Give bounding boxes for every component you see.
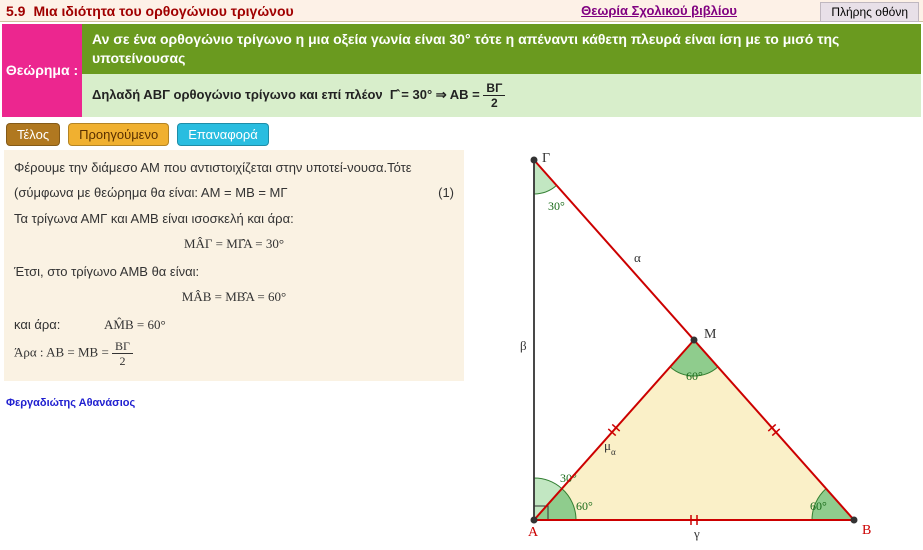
geometry-diagram: 30°30°60°60°60°ΑΒΓΜαβγμα: [464, 150, 923, 550]
proof-panel: Φέρουμε την διάμεσο ΑΜ που αντιστοιχίζετ…: [4, 150, 464, 382]
page-title: Μια ιδιότητα του ορθογώνιου τριγώνου: [33, 3, 293, 19]
theorem-block: Θεώρημα : Αν σε ένα ορθογώνιο τρίγωνο η …: [2, 24, 921, 117]
svg-text:Γ: Γ: [542, 151, 550, 166]
corollary-fraction: ΒΓ 2: [483, 82, 505, 109]
svg-text:60°: 60°: [810, 499, 827, 513]
svg-text:γ: γ: [693, 526, 700, 541]
theorem-corollary: Δηλαδή ΑΒΓ ορθογώνιο τρίγωνο και επί πλέ…: [82, 74, 921, 117]
section-number: 5.9: [6, 3, 25, 19]
svg-text:60°: 60°: [686, 369, 703, 383]
header-bar: 5.9 Μια ιδιότητα του ορθογώνιου τριγώνου…: [0, 0, 923, 22]
button-row: Τέλος Προηγούμενο Επαναφορά: [0, 119, 923, 150]
svg-text:30°: 30°: [548, 199, 565, 213]
svg-text:α: α: [634, 250, 641, 265]
corollary-prefix: Δηλαδή ΑΒΓ ορθογώνιο τρίγωνο και επί πλέ…: [92, 87, 383, 102]
fullscreen-button[interactable]: Πλήρης οθόνη: [820, 2, 919, 22]
proof-line: Τα τρίγωνα ΑΜΓ και ΑΜΒ είναι ισοσκελή κα…: [14, 209, 454, 229]
proof-equation: ΜÂΓ = ΜΓ̂Α = 30°: [14, 234, 454, 254]
proof-line: (σύμφωνα με θεώρημα θα είναι: ΑΜ = ΜΒ = …: [14, 183, 454, 203]
theorem-label: Θεώρημα :: [2, 24, 82, 117]
previous-button[interactable]: Προηγούμενο: [68, 123, 169, 146]
proof-line: Φέρουμε την διάμεσο ΑΜ που αντιστοιχίζετ…: [14, 158, 454, 178]
svg-text:60°: 60°: [576, 499, 593, 513]
reset-button[interactable]: Επαναφορά: [177, 123, 269, 146]
svg-text:β: β: [520, 338, 527, 353]
end-button[interactable]: Τέλος: [6, 123, 60, 146]
svg-text:Α: Α: [528, 525, 539, 540]
book-theory-link[interactable]: Θεωρία Σχολικού βιβλίου: [581, 3, 737, 18]
svg-text:Β: Β: [862, 523, 871, 538]
author-credit: Φεργαδιώτης Αθανάσιος: [6, 397, 464, 409]
theorem-statement: Αν σε ένα ορθογώνιο τρίγωνο η μια οξεία …: [82, 24, 921, 74]
corollary-eq: Γ̂ = 30° ⇒ ΑΒ =: [390, 87, 480, 102]
proof-line: και άρα: ΑM̂Β = 60°: [14, 315, 454, 335]
proof-equation: ΜÂΒ = ΜΒ̂Α = 60°: [14, 287, 454, 307]
svg-text:Μ: Μ: [704, 327, 717, 342]
proof-line: Έτσι, στο τρίγωνο ΑΜΒ θα είναι:: [14, 262, 454, 282]
proof-conclusion: Άρα : ΑΒ = ΜΒ = ΒΓ 2: [14, 340, 454, 367]
